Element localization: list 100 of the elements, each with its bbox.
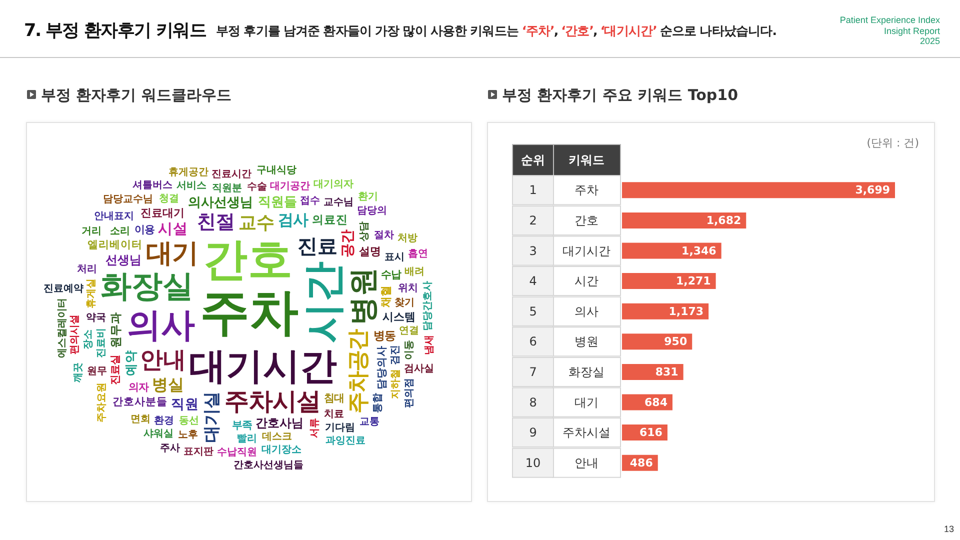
y-tick-label: 화장실 [568,364,604,379]
y2-tick-label: 4 [529,274,537,288]
y2-axis-title: 순위 [521,153,545,167]
category-label: 시간 [298,261,347,344]
category-label: 직원들 [258,195,297,210]
category-label: 담당의사 [376,345,388,390]
category-label: 지하철 [390,369,402,400]
category-label: 배려 [404,266,424,278]
category-label: 주차 [200,283,298,341]
category-label: 직원분 [212,182,242,194]
data-label: 1,173 [668,304,704,318]
category-label: 병실 [152,375,184,394]
y-tick-label: 병원 [574,334,598,349]
category-label: 진료대기 [140,206,184,220]
category-label: 검사실 [404,364,434,375]
category-label: 편의점 [404,378,416,408]
category-label: 깨끗 [72,362,84,384]
category-label: 흡연 [408,248,428,260]
category-label: 휴게실 [86,278,98,309]
y2-tick-label: 6 [529,334,537,349]
category-label: 대기 [146,238,198,269]
category-label: 주사 [160,443,180,454]
category-label: 절차 [374,230,394,241]
category-label: 약국 [86,312,106,324]
category-label: 처방 [397,232,418,244]
category-label: 환경 [154,415,174,426]
category-label: 에스컬레이터 [56,298,68,358]
y2-tick-label: 8 [529,395,537,410]
category-label: 의사선생님 [188,196,253,211]
y-axis-title: 키워드 [568,153,604,167]
y-tick-label: 대기시간 [562,244,610,258]
y2-tick-label: 2 [529,213,537,228]
y2-tick-label: 5 [529,304,537,318]
category-label: 검사 [278,211,308,230]
y-tick-label: 주차 [574,183,598,198]
category-label: 거리 [82,226,102,237]
data-label: 1,346 [682,244,717,258]
y-tick-label: 대기 [574,395,598,410]
category-label: 진료시간 [212,168,252,180]
category-label: 의자 [128,381,149,394]
category-label: 교수님 [323,196,354,208]
category-label: 설명 [358,244,382,258]
y-tick-label: 안내 [574,456,598,470]
category-label: 연결 [399,326,420,337]
category-label: 진료비 [96,328,107,358]
category-label: 대기공간 [270,180,310,192]
category-label: 선생님 [106,252,142,267]
category-label: 진료 [298,234,338,258]
category-label: 치료 [324,409,344,420]
category-label: 수술 [246,182,267,193]
category-label: 대기시간 [188,344,337,388]
data-label: 1,682 [706,214,742,227]
category-label: 수납직원 [216,446,257,458]
text: 부정 환자후기 워드클라우드 [41,86,232,104]
category-label: 청결 [159,193,180,204]
category-label: 공간 [340,230,356,258]
category-label: 대기의자 [313,179,354,190]
category-label: 면회 [130,414,151,425]
category-label: 엘리베이터 [87,238,142,252]
category-label: 간호사분들 [112,394,168,408]
y2-tick-label: 10 [525,456,541,470]
category-label: 간호사님 [255,416,304,430]
data-label: 950 [664,335,688,348]
category-label: 편의시설 [70,314,81,355]
text: Insight Report [882,26,940,36]
text: 부정 후기를 남겨준 환자들이 가장 많이 사용한 키워드는 ‘주차’, ‘간호’, ‘대기시간’ 순으로 나타났습니다. [216,23,776,38]
category-label: 대기실 [200,392,221,443]
y-tick-label: 주차시설 [562,426,610,440]
data-label: 1,271 [676,274,711,288]
text: Patient Experience Index [840,15,940,26]
data-label: 3,699 [855,184,890,197]
category-label: 담당간호사 [422,280,434,331]
category-label: 원무 [87,366,108,378]
category-label: 주차시설 [224,386,320,416]
category-label: 시스템 [382,310,416,324]
y-tick-label: 시간 [574,274,598,288]
y2-tick-label: 3 [529,244,537,258]
category-label: 상담 [359,221,370,242]
category-label: 안내표지 [94,210,134,222]
category-label: 부족 [232,420,252,432]
y2-tick-label: 9 [529,426,537,440]
category-label: 병동 [374,328,396,342]
category-label: 통합 [372,392,384,413]
category-label: 직원 [171,396,200,413]
category-label: 환기 [358,191,378,202]
category-label: 교통 [359,416,380,428]
category-label: 원무과 [108,312,122,348]
category-label: 처리 [77,264,98,275]
data-label: 831 [655,365,678,378]
category-label: 이용 [134,224,155,236]
category-label: 예약 [122,350,138,376]
category-label: 동선 [179,415,200,426]
category-label: 주차공간 [346,330,371,414]
category-label: 진료실 [110,355,122,385]
category-label: 간호 [202,232,293,286]
category-label: 소리 [110,226,130,237]
category-label: 화장실 [100,268,194,305]
y-tick-label: 의사 [574,304,598,318]
text: 2025 [918,36,940,46]
category-label: 노후 [178,430,198,441]
